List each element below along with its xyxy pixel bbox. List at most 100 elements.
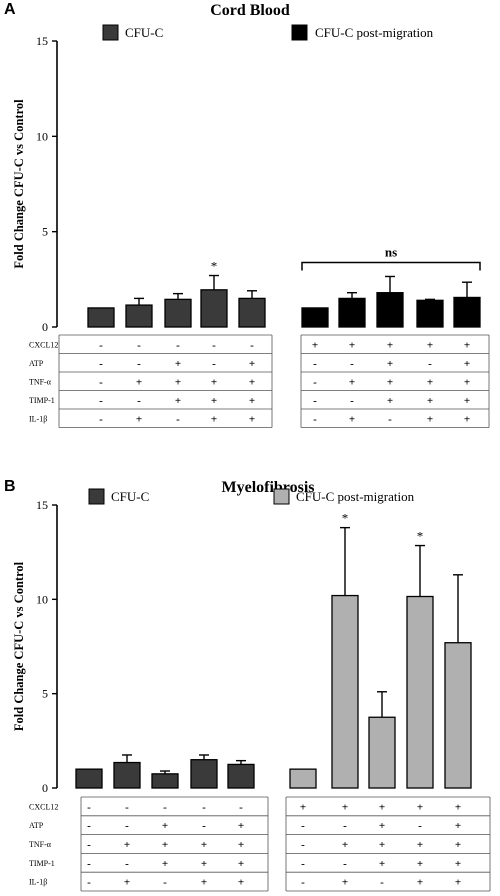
- condition-sign: +: [379, 858, 385, 870]
- condition-sign: -: [301, 877, 305, 889]
- condition-row-label: CXCL12: [29, 802, 58, 811]
- condition-row-label: IL-1β: [29, 414, 47, 423]
- bar: [238, 297, 266, 328]
- bar: [289, 768, 317, 789]
- condition-sign: +: [455, 820, 461, 832]
- condition-sign: +: [427, 376, 433, 388]
- condition-sign: +: [427, 413, 433, 425]
- condition-sign: -: [87, 858, 91, 870]
- condition-sign: +: [249, 413, 255, 425]
- condition-sign: +: [211, 413, 217, 425]
- condition-row-label: TNF-α: [29, 377, 52, 386]
- bar: [453, 296, 481, 328]
- legend-swatch: [88, 488, 105, 505]
- condition-sign: +: [136, 376, 142, 388]
- legend-label: CFU-C post-migration: [296, 489, 415, 504]
- y-tick-label: 15: [36, 34, 48, 48]
- bar: [125, 304, 153, 328]
- condition-sign: +: [342, 839, 348, 851]
- condition-sign: -: [87, 877, 91, 889]
- condition-sign: +: [455, 858, 461, 870]
- condition-sign: +: [312, 339, 318, 351]
- y-tick-label: 5: [42, 687, 48, 701]
- condition-row-label: CXCL12: [29, 340, 58, 349]
- condition-sign: -: [125, 820, 129, 832]
- condition-sign: +: [349, 413, 355, 425]
- condition-sign: -: [301, 858, 305, 870]
- condition-sign: +: [427, 395, 433, 407]
- condition-sign: -: [163, 801, 167, 813]
- condition-sign: -: [176, 339, 180, 351]
- condition-sign: +: [201, 839, 207, 851]
- condition-sign: -: [301, 839, 305, 851]
- condition-sign: +: [455, 839, 461, 851]
- condition-sign: +: [342, 801, 348, 813]
- bar: [227, 763, 255, 789]
- condition-sign: +: [175, 376, 181, 388]
- condition-sign: +: [136, 413, 142, 425]
- significance-star: *: [342, 511, 349, 526]
- bar: [301, 307, 329, 328]
- y-tick-label: 5: [42, 225, 48, 239]
- condition-sign: +: [387, 376, 393, 388]
- condition-sign: +: [455, 877, 461, 889]
- condition-sign: +: [464, 358, 470, 370]
- condition-sign: +: [464, 376, 470, 388]
- legend-swatch: [291, 24, 308, 41]
- condition-sign: +: [379, 820, 385, 832]
- condition-sign: -: [202, 820, 206, 832]
- condition-sign: -: [428, 358, 432, 370]
- condition-sign: +: [427, 339, 433, 351]
- condition-sign: +: [379, 839, 385, 851]
- chart-title: Myelofibrosis: [221, 479, 314, 496]
- y-tick-label: 0: [42, 781, 48, 795]
- condition-sign: +: [162, 858, 168, 870]
- condition-sign: -: [313, 395, 317, 407]
- condition-sign: -: [87, 820, 91, 832]
- y-tick-label: 10: [36, 129, 48, 143]
- condition-sign: -: [313, 413, 317, 425]
- y-axis-label: Fold Change CFU-C vs Control: [12, 561, 26, 731]
- condition-sign: +: [300, 801, 306, 813]
- condition-sign: +: [387, 395, 393, 407]
- condition-sign: +: [162, 839, 168, 851]
- condition-sign: -: [163, 877, 167, 889]
- condition-sign: -: [137, 358, 141, 370]
- condition-sign: +: [175, 395, 181, 407]
- legend-swatch: [102, 24, 119, 41]
- condition-sign: +: [162, 820, 168, 832]
- condition-sign: -: [176, 413, 180, 425]
- condition-sign: +: [175, 358, 181, 370]
- condition-sign: +: [211, 376, 217, 388]
- legend-label: CFU-C post-migration: [315, 25, 434, 40]
- condition-sign: +: [238, 858, 244, 870]
- condition-row-label: TIMP-1: [29, 859, 55, 868]
- condition-sign: +: [201, 877, 207, 889]
- condition-sign: +: [238, 839, 244, 851]
- condition-sign: +: [387, 339, 393, 351]
- condition-sign: -: [313, 376, 317, 388]
- condition-sign: -: [137, 339, 141, 351]
- bar: [444, 642, 472, 789]
- bar: [151, 773, 179, 789]
- condition-sign: -: [87, 801, 91, 813]
- condition-row-label: TNF-α: [29, 840, 52, 849]
- y-tick-label: 10: [36, 592, 48, 606]
- condition-sign: +: [249, 376, 255, 388]
- condition-sign: -: [99, 339, 103, 351]
- significance-star: *: [417, 529, 424, 544]
- legend-label: CFU-C: [125, 25, 163, 40]
- condition-sign: -: [212, 358, 216, 370]
- bar: [376, 292, 404, 328]
- condition-sign: -: [202, 801, 206, 813]
- condition-sign: -: [99, 376, 103, 388]
- condition-sign: +: [464, 395, 470, 407]
- panel-letter: B: [4, 478, 16, 495]
- condition-sign: -: [350, 358, 354, 370]
- condition-sign: -: [99, 358, 103, 370]
- y-axis-label: Fold Change CFU-C vs Control: [12, 99, 26, 269]
- chart-title: Cord Blood: [210, 2, 290, 19]
- bar: [406, 595, 434, 789]
- condition-sign: +: [417, 801, 423, 813]
